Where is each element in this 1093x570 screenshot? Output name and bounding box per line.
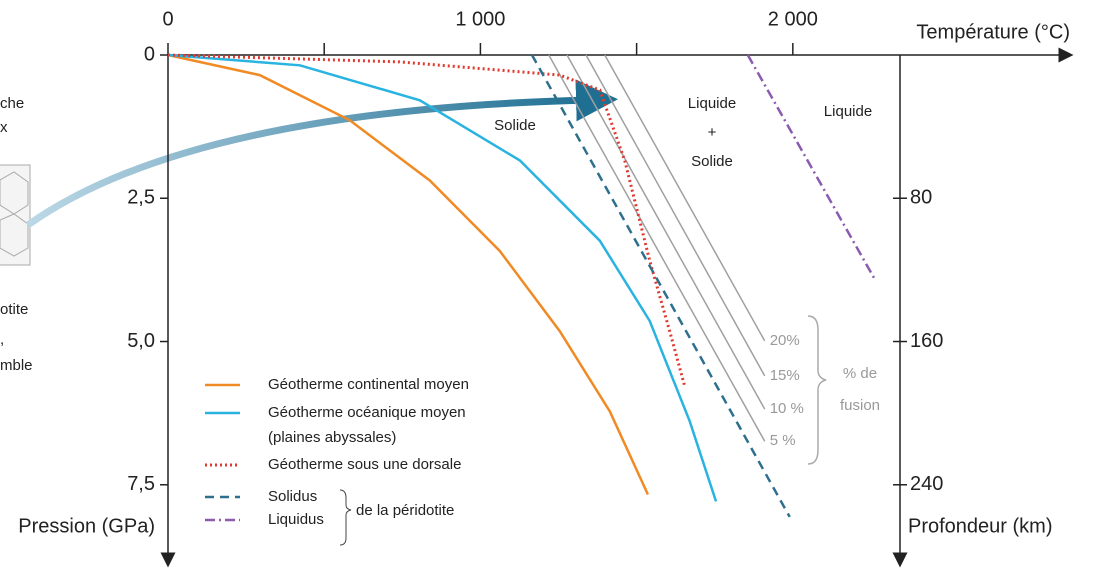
fusion-line-label: 20% — [770, 332, 800, 349]
fusion-line-label: 10 % — [770, 400, 804, 417]
y-axis-label: Pression (GPa) — [18, 515, 155, 537]
x-axis-label: Température (°C) — [916, 21, 1070, 43]
fusion-label: fusion — [840, 397, 880, 414]
legend-note: (plaines abyssales) — [268, 429, 396, 446]
y-tick-label: 2,5 — [127, 187, 155, 209]
y-tick-label: 0 — [144, 43, 155, 65]
fusion-line-label: 15% — [770, 367, 800, 384]
fusion-label: % de — [843, 365, 877, 382]
y2-tick-label: 160 — [910, 330, 943, 352]
legend-brace — [340, 490, 351, 545]
legend-label: Solidus — [268, 488, 317, 505]
x-tick-label: 2 000 — [768, 8, 818, 30]
fusion-line — [549, 55, 765, 441]
x-tick-label: 1 000 — [455, 8, 505, 30]
region-label: Solide — [691, 153, 733, 170]
y2-tick-label: 240 — [910, 473, 943, 495]
series-line — [532, 55, 790, 517]
cropped-label: mble — [0, 357, 33, 374]
cropped-label: che — [0, 95, 24, 112]
chart: che x otite , mble Température (°C) Pres… — [0, 0, 1093, 570]
x-tick-label: 0 — [162, 8, 173, 30]
legend-label: Liquidus — [268, 511, 324, 528]
region-label: Liquide — [688, 95, 736, 112]
series-line — [168, 55, 648, 495]
region-label: + — [708, 124, 717, 141]
series-line — [748, 55, 875, 279]
legend-label: Géotherme sous une dorsale — [268, 456, 461, 473]
cropped-label: otite — [0, 301, 28, 318]
fusion-brace — [808, 316, 826, 464]
cropped-illustration — [0, 165, 30, 265]
fusion-line-label: 5 % — [770, 432, 796, 449]
y-tick-label: 5,0 — [127, 330, 155, 352]
y2-tick-label: 80 — [910, 187, 932, 209]
fusion-line — [586, 55, 765, 376]
cropped-label: , — [0, 331, 4, 348]
cropped-label: x — [0, 119, 8, 136]
region-label: Solide — [494, 117, 536, 134]
y2-axis-label: Profondeur (km) — [908, 515, 1053, 537]
region-label: Liquide — [824, 103, 872, 120]
y-tick-label: 7,5 — [127, 473, 155, 495]
legend-label: Géotherme océanique moyen — [268, 404, 466, 421]
series-line — [168, 55, 716, 501]
legend-group-label: de la péridotite — [356, 502, 454, 519]
legend-label: Géotherme continental moyen — [268, 376, 469, 393]
